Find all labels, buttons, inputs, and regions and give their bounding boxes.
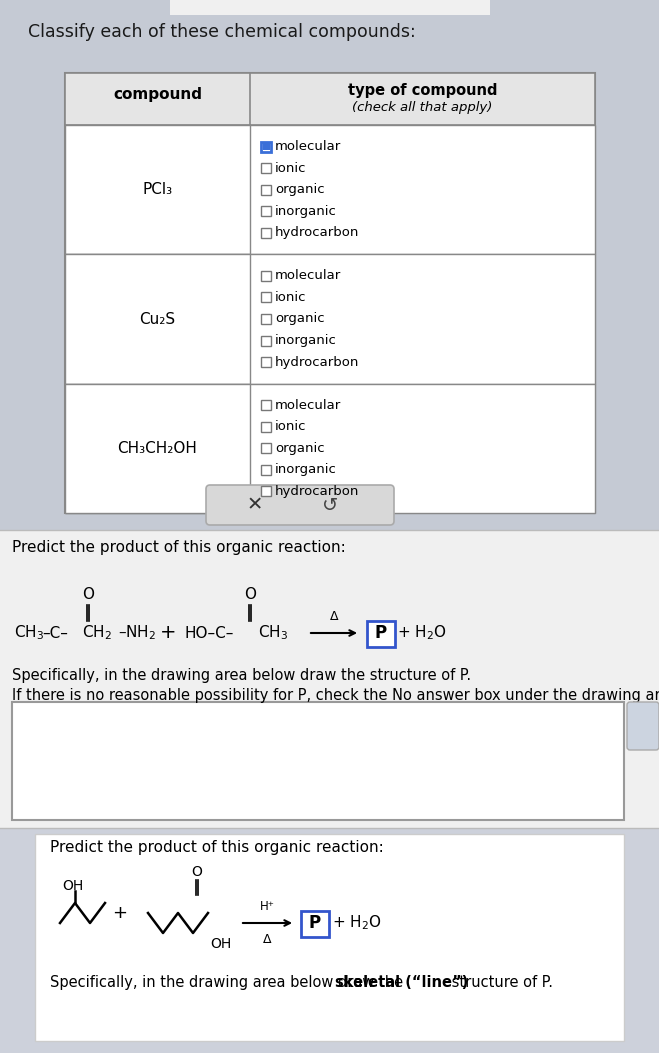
Text: HO–C–: HO–C– (185, 625, 235, 640)
Text: Classify each of these chemical compounds:: Classify each of these chemical compound… (28, 23, 416, 41)
Text: –C–: –C– (42, 625, 68, 640)
Text: OH: OH (210, 937, 231, 951)
Text: organic: organic (275, 313, 325, 325)
Text: +: + (113, 903, 127, 922)
Text: ionic: ionic (275, 291, 306, 304)
Bar (0, 0, 659, 530)
Bar (261, 314, 271, 324)
Text: ✕: ✕ (247, 496, 263, 515)
Bar (261, 293, 271, 302)
Bar (261, 443, 271, 454)
FancyBboxPatch shape (301, 911, 329, 937)
Text: organic: organic (275, 183, 325, 196)
Text: skeletal (“line”): skeletal (“line”) (335, 975, 469, 990)
Text: ↺: ↺ (322, 496, 338, 515)
Bar (65, 125, 250, 255)
Text: molecular: molecular (275, 399, 341, 412)
FancyBboxPatch shape (367, 621, 395, 647)
Text: inorganic: inorganic (275, 204, 337, 218)
Text: inorganic: inorganic (275, 334, 337, 347)
Text: Specifically, in the drawing area below draw the structure of P.: Specifically, in the drawing area below … (12, 668, 471, 683)
Bar (262, 143, 270, 151)
FancyBboxPatch shape (627, 702, 659, 750)
Text: ionic: ionic (275, 161, 306, 175)
Bar (261, 357, 271, 367)
Bar (261, 271, 271, 281)
Bar (170, 0, 490, 15)
Text: +: + (159, 623, 176, 642)
Text: –NH$_2$: –NH$_2$ (118, 623, 156, 642)
Text: PCl₃: PCl₃ (142, 182, 173, 197)
Text: (check all that apply): (check all that apply) (353, 100, 493, 114)
Text: $+\ \mathregular{H_2O}$: $+\ \mathregular{H_2O}$ (397, 623, 447, 642)
Text: CH₃CH₂OH: CH₃CH₂OH (117, 441, 198, 456)
Bar (261, 422, 271, 432)
Text: Specifically, in the drawing area below draw the: Specifically, in the drawing area below … (50, 975, 408, 990)
Text: type of compound: type of compound (348, 83, 498, 99)
Text: structure of P.: structure of P. (447, 975, 553, 990)
Text: inorganic: inorganic (275, 463, 337, 476)
Text: P: P (309, 914, 321, 932)
Bar (35, 834, 624, 1041)
Bar (65, 73, 250, 125)
Text: O: O (82, 587, 94, 602)
Bar (261, 184, 271, 195)
Text: compound: compound (113, 87, 202, 102)
Text: molecular: molecular (275, 270, 341, 282)
Bar (65, 255, 595, 383)
Text: Δ: Δ (263, 933, 272, 946)
Bar (261, 206, 271, 216)
Bar (261, 336, 271, 345)
Text: $\mathregular{CH_3}$: $\mathregular{CH_3}$ (14, 623, 44, 642)
Text: hydrocarbon: hydrocarbon (275, 226, 359, 239)
Text: Δ: Δ (330, 610, 338, 623)
Bar (261, 486, 271, 496)
Bar (261, 400, 271, 411)
Bar (12, 702, 624, 820)
Text: Cu₂S: Cu₂S (140, 312, 175, 326)
Bar (261, 141, 271, 152)
Bar (65, 255, 250, 383)
Text: O: O (192, 865, 202, 879)
Text: Predict the product of this organic reaction:: Predict the product of this organic reac… (12, 540, 346, 555)
Bar (65, 73, 595, 125)
Text: Predict the product of this organic reaction:: Predict the product of this organic reac… (50, 840, 384, 855)
Bar (65, 383, 250, 513)
Text: $+\ \mathregular{H_2O}$: $+\ \mathregular{H_2O}$ (332, 914, 382, 932)
Text: $\mathregular{CH_3}$: $\mathregular{CH_3}$ (258, 623, 288, 642)
Text: hydrocarbon: hydrocarbon (275, 356, 359, 369)
Bar (261, 464, 271, 475)
Text: P: P (375, 624, 387, 642)
Bar (65, 125, 595, 255)
Bar (261, 227, 271, 238)
Text: If there is no reasonable possibility for P, check the No answer box under the d: If there is no reasonable possibility fo… (12, 688, 659, 703)
Text: OH: OH (63, 879, 84, 893)
Bar (0, 530, 659, 828)
Bar (65, 73, 595, 513)
Text: hydrocarbon: hydrocarbon (275, 485, 359, 498)
Text: O: O (244, 587, 256, 602)
Text: ionic: ionic (275, 420, 306, 433)
Bar (65, 383, 595, 513)
Bar (261, 163, 271, 173)
Bar (0, 828, 659, 1053)
Text: organic: organic (275, 442, 325, 455)
Text: H⁺: H⁺ (260, 900, 275, 913)
Text: $\mathregular{CH_2}$: $\mathregular{CH_2}$ (82, 623, 112, 642)
Text: molecular: molecular (275, 140, 341, 153)
FancyBboxPatch shape (206, 485, 394, 525)
